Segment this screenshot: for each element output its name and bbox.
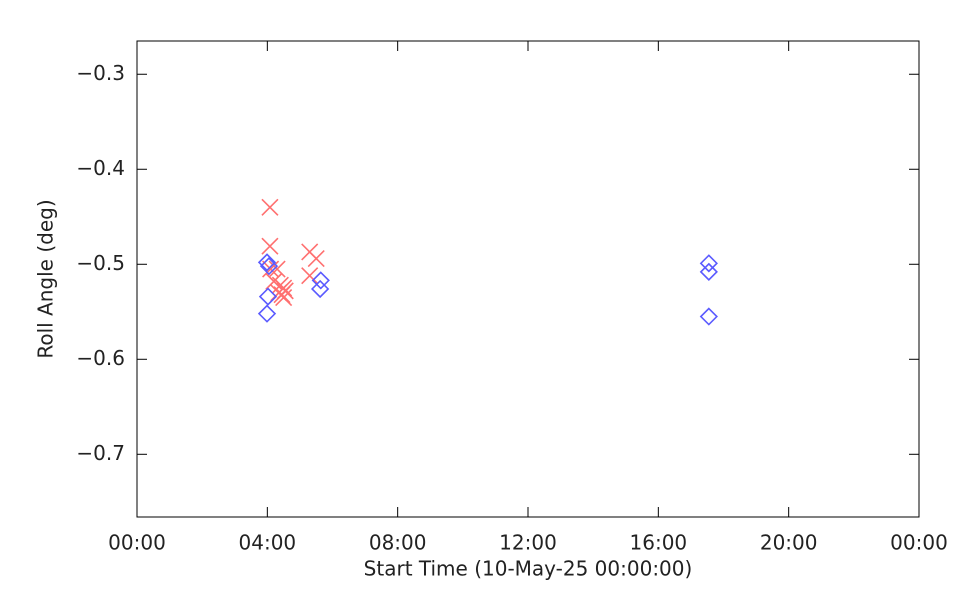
point (301, 267, 319, 285)
y-axis-title: Roll Angle (deg) (34, 199, 58, 358)
y-tick-label: −0.7 (76, 441, 125, 465)
point (258, 287, 278, 306)
x-tick-label: 20:00 (760, 531, 818, 555)
point (307, 250, 325, 268)
point (276, 282, 294, 300)
plot-frame (136, 40, 920, 518)
point (699, 262, 718, 282)
point (259, 257, 279, 276)
x-tick-label: 12:00 (499, 531, 557, 555)
y-tick-label: −0.5 (76, 251, 125, 275)
point (275, 288, 293, 307)
point (310, 279, 330, 299)
x-axis-title: Start Time (10-May-25 00:00:00) (364, 557, 693, 581)
point (262, 260, 280, 278)
x-tick-label: 08:00 (369, 531, 427, 555)
y-tick-label: −0.6 (76, 346, 125, 370)
x-tick-label: 00:00 (108, 531, 166, 555)
point (699, 307, 718, 326)
point (268, 260, 286, 278)
point (261, 198, 279, 216)
y-tick-label: −0.3 (76, 61, 125, 85)
point (257, 304, 277, 323)
y-tick-label: −0.4 (76, 156, 125, 180)
point (257, 253, 277, 272)
x-tick-label: 00:00 (890, 531, 948, 555)
point (311, 271, 330, 290)
x-tick-label: 16:00 (630, 531, 688, 555)
point (261, 237, 279, 255)
point (699, 254, 718, 273)
x-tick-label: 04:00 (239, 531, 297, 555)
